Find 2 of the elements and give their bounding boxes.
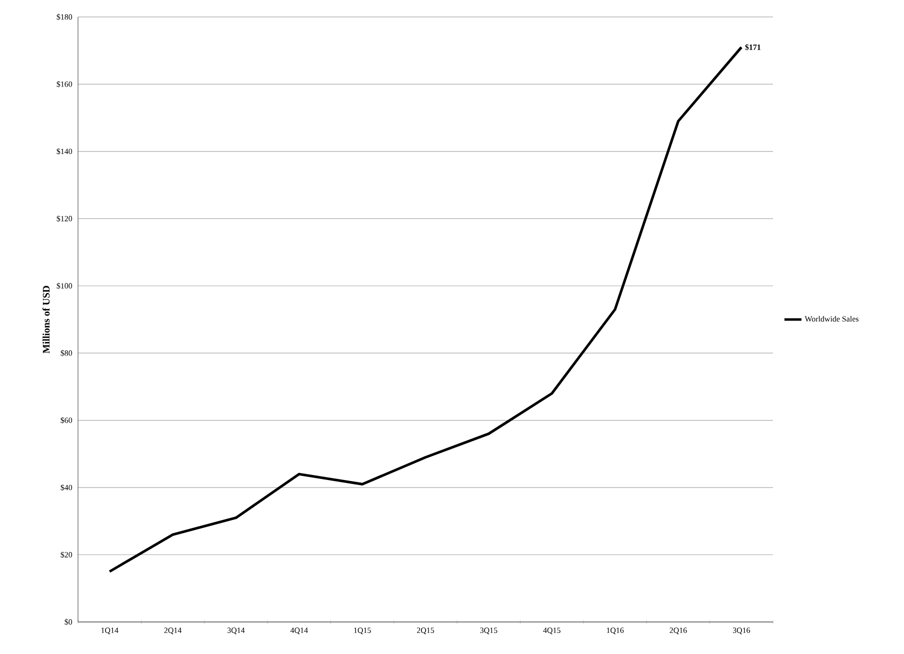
y-axis-title: Millions of USD <box>42 286 50 354</box>
line-series <box>108 46 743 573</box>
